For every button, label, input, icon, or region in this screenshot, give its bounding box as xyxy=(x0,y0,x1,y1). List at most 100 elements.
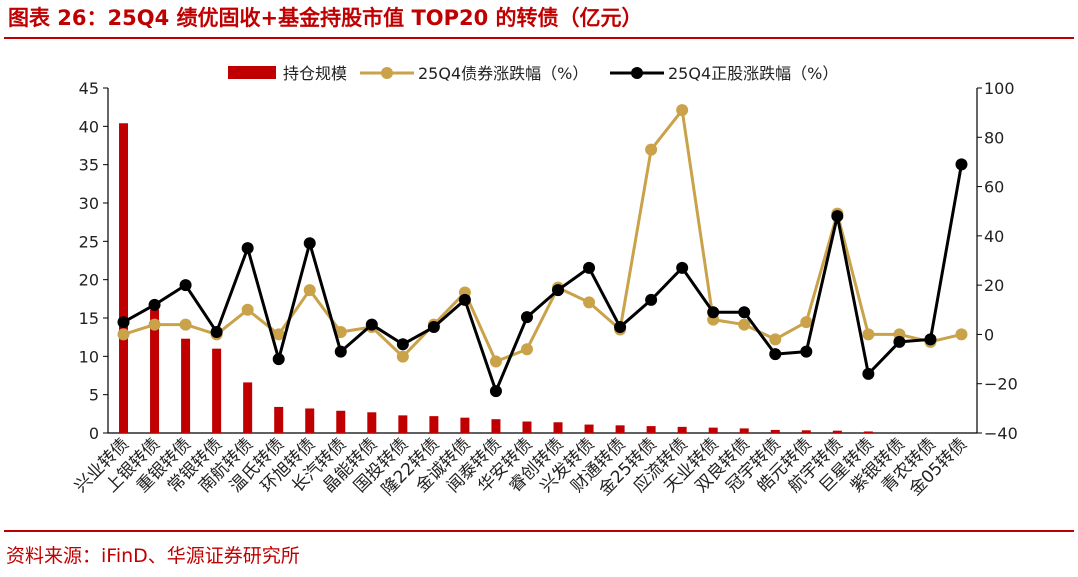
bar-holding-16 xyxy=(615,425,625,433)
bond-change-point-9 xyxy=(396,350,409,363)
bond-change-point-0 xyxy=(117,328,130,341)
bar-holding-9 xyxy=(398,415,408,433)
bar-holding-8 xyxy=(367,412,377,433)
stock-change-point-5 xyxy=(272,353,285,366)
stock-change-point-2 xyxy=(179,279,192,292)
bond-change-point-7 xyxy=(334,325,347,338)
stock-change-point-4 xyxy=(241,242,254,255)
legend-bond-marker xyxy=(381,67,393,79)
stock-change-point-27 xyxy=(955,158,968,171)
bond-change-point-15 xyxy=(583,296,596,309)
title-divider xyxy=(4,37,1074,39)
stock-change-point-16 xyxy=(614,321,627,334)
left-tick-label: 25 xyxy=(79,232,99,251)
legend-stock-marker xyxy=(631,67,643,79)
right-tick-label: 40 xyxy=(984,227,1004,246)
bond-change-point-21 xyxy=(769,333,782,346)
stock-change-point-3 xyxy=(210,325,223,338)
x-tick-labels: 兴业转债上银转债重银转债常银转债南航转债温氏转债环旭转债长汽转债晶能转债国投转债… xyxy=(71,434,971,500)
chart-title: 图表 26：25Q4 绩优固收+基金持股市值 TOP20 的转债（亿元） xyxy=(8,6,643,30)
legend-bar-swatch xyxy=(228,66,276,79)
stock-change-point-15 xyxy=(583,261,596,274)
legend-label-stock: 25Q4正股涨跌幅（%） xyxy=(668,64,838,83)
stock-change-point-12 xyxy=(489,385,502,398)
right-tick-label: 0 xyxy=(984,325,994,344)
bar-holding-17 xyxy=(646,426,656,433)
bond-change-point-24 xyxy=(862,328,875,341)
stock-change-point-13 xyxy=(520,311,533,324)
bond-change-point-6 xyxy=(303,284,316,297)
bond-change-point-13 xyxy=(520,343,533,356)
stock-change-point-23 xyxy=(831,210,844,223)
bond-change-point-27 xyxy=(955,328,968,341)
legend: 持仓规模 25Q4债券涨跌幅（%） 25Q4正股涨跌幅（%） xyxy=(228,64,838,83)
stock-change-point-10 xyxy=(427,321,440,334)
bond-change-point-22 xyxy=(800,316,813,329)
left-tick-label: 10 xyxy=(79,347,99,366)
right-tick-label: 20 xyxy=(984,276,1004,295)
bond-change-point-12 xyxy=(489,355,502,368)
stock-change-point-7 xyxy=(334,345,347,358)
stock-change-point-25 xyxy=(893,335,906,348)
right-tick-label: −40 xyxy=(984,424,1018,443)
legend-label-bond: 25Q4债券涨跌幅（%） xyxy=(418,64,588,83)
bar-holding-15 xyxy=(584,424,594,433)
bond-change-point-4 xyxy=(241,303,254,316)
stock-change-line xyxy=(122,164,963,393)
stock-change-point-18 xyxy=(676,261,689,274)
bond-change-point-18 xyxy=(676,104,689,117)
left-tick-label: 0 xyxy=(89,424,99,443)
bar-holding-14 xyxy=(553,422,563,433)
bar-holding-13 xyxy=(522,421,532,433)
stock-change-point-20 xyxy=(738,306,751,319)
bond-change-point-2 xyxy=(179,318,192,331)
bar-holding-12 xyxy=(491,419,501,433)
bond-change-point-1 xyxy=(148,318,161,331)
stock-change-point-24 xyxy=(862,367,875,380)
bar-holding-2 xyxy=(181,338,191,433)
bar-holding-22 xyxy=(801,430,811,433)
left-tick-label: 35 xyxy=(79,156,99,175)
bar-holding-0 xyxy=(119,123,129,434)
bars xyxy=(119,123,873,434)
bar-holding-10 xyxy=(429,416,439,433)
right-tick-label: 100 xyxy=(984,79,1015,98)
legend-label-holding: 持仓规模 xyxy=(283,64,347,83)
axes: 0 5 10 15 20 25 30 35 40 45 −40 −20 0 20 40 60 80 100 xyxy=(79,79,1018,443)
stock-change-point-0 xyxy=(117,316,130,329)
stock-change-point-11 xyxy=(458,293,471,306)
footer-divider xyxy=(4,530,1074,532)
bar-holding-11 xyxy=(460,417,470,433)
bar-holding-21 xyxy=(770,429,780,433)
stock-change-point-17 xyxy=(645,293,658,306)
bar-holding-5 xyxy=(274,406,284,433)
bar-holding-20 xyxy=(739,428,749,433)
bar-holding-24 xyxy=(863,431,873,433)
left-tick-label: 30 xyxy=(79,194,99,213)
stock-change-point-8 xyxy=(365,318,378,331)
stock-change-point-1 xyxy=(148,298,161,311)
bond-change-point-20 xyxy=(738,318,751,331)
source-note: 资料来源：iFinD、华源证券研究所 xyxy=(6,545,300,567)
right-tick-label: 60 xyxy=(984,178,1004,197)
stock-change-point-14 xyxy=(552,284,565,297)
left-tick-label: 45 xyxy=(79,79,99,98)
stock-change-point-6 xyxy=(303,237,316,250)
right-tick-label: 80 xyxy=(984,128,1004,147)
right-tick-label: −20 xyxy=(984,375,1018,394)
left-tick-label: 15 xyxy=(79,309,99,328)
bond-change-point-5 xyxy=(272,328,285,341)
stock-change-point-21 xyxy=(769,348,782,361)
stock-change-point-19 xyxy=(707,306,720,319)
bar-holding-1 xyxy=(150,309,160,433)
lines xyxy=(117,104,968,398)
stock-change-point-26 xyxy=(924,333,937,346)
bond-change-point-17 xyxy=(645,143,658,156)
bond-change-line xyxy=(123,108,962,364)
left-tick-label: 5 xyxy=(89,386,99,405)
bar-holding-18 xyxy=(677,426,687,433)
bar-holding-23 xyxy=(832,430,842,433)
bar-holding-7 xyxy=(336,410,346,433)
bar-holding-3 xyxy=(212,348,222,433)
